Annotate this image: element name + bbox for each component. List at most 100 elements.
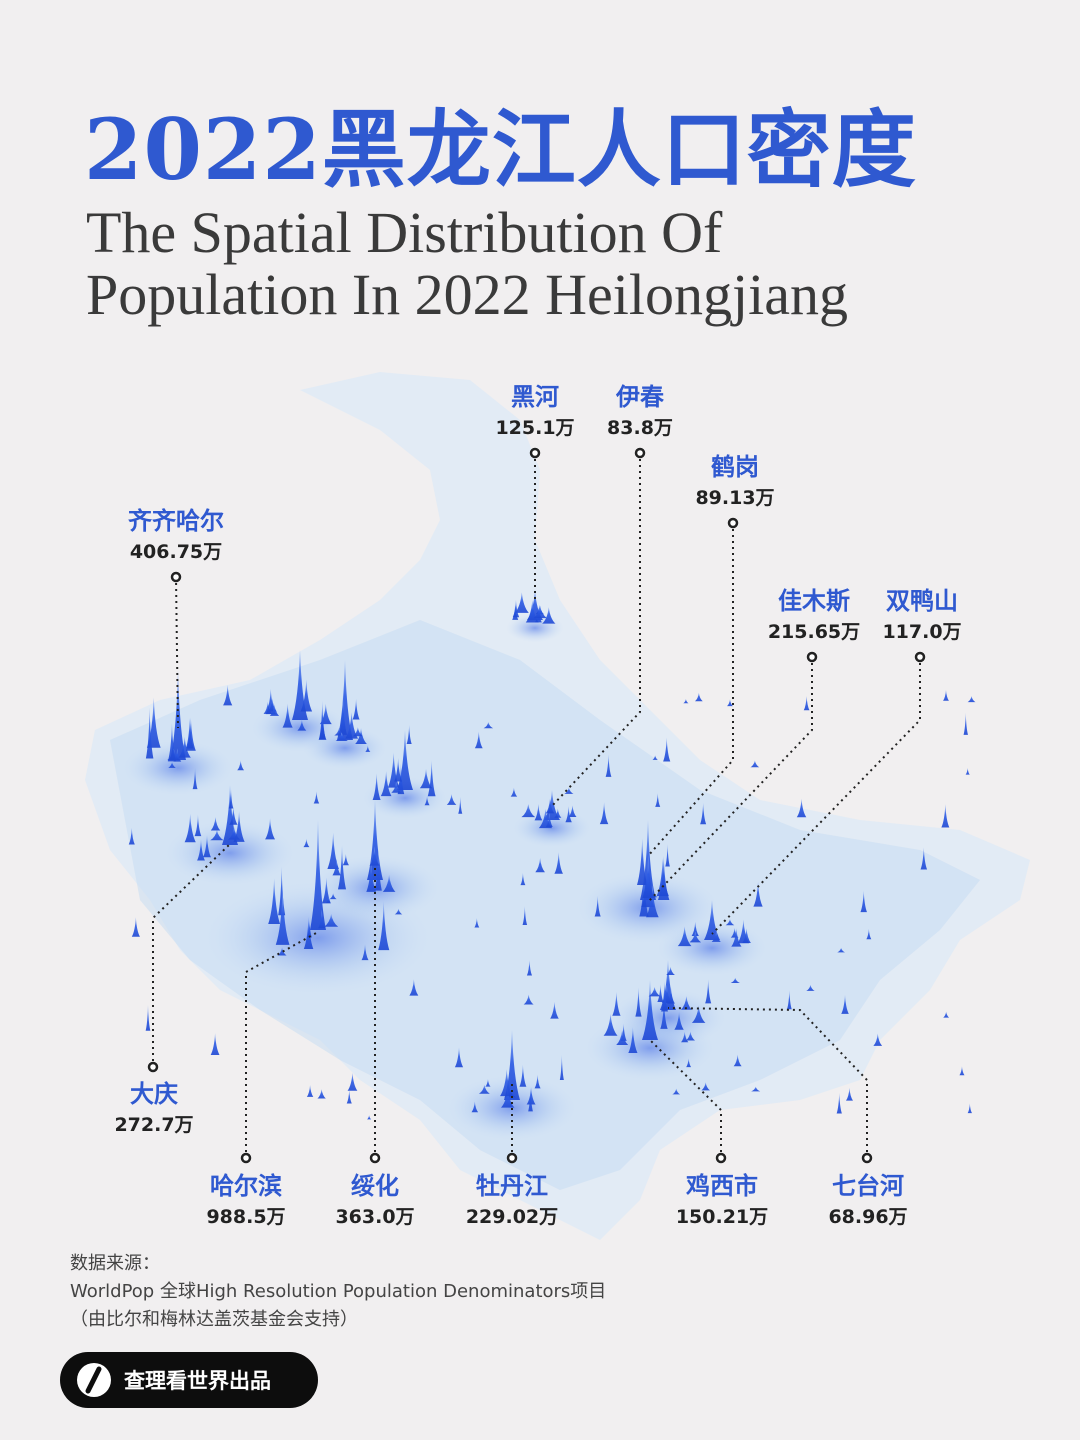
- density-spike: [836, 1092, 842, 1114]
- density-spike: [565, 806, 572, 823]
- city-label-qitaihe: 七台河 68.96万: [828, 1170, 907, 1232]
- density-spike: [275, 889, 290, 945]
- density-spike: [342, 853, 349, 866]
- city-population: 89.13万: [695, 487, 775, 509]
- density-spike: [521, 803, 536, 818]
- density-spike: [635, 987, 642, 1017]
- density-spike: [268, 878, 281, 925]
- density-spike: [681, 1031, 689, 1043]
- density-spike: [327, 832, 339, 869]
- subtitle-line-2: Population In 2022 Heilongjiang: [86, 262, 848, 327]
- city-label-qiqihar: 齐齐哈尔 406.75万: [128, 505, 224, 567]
- density-spike: [535, 857, 545, 873]
- city-population: 68.96万: [828, 1206, 908, 1228]
- density-spike: [128, 827, 135, 845]
- city-label-hegang: 鹤岗 89.13万: [695, 451, 774, 513]
- density-spike: [352, 698, 360, 720]
- density-spike: [568, 805, 577, 818]
- page-subtitle: The Spatial Distribution Of Population I…: [86, 202, 848, 326]
- marker-suihua: [369, 1152, 381, 1164]
- city-name: 鸡西市: [685, 1172, 758, 1200]
- density-spike: [378, 901, 390, 951]
- density-glow: [166, 821, 294, 885]
- density-spike: [941, 804, 950, 828]
- density-spike: [374, 848, 382, 891]
- density-spike: [297, 719, 307, 731]
- density-spike: [666, 987, 675, 1004]
- density-spike: [324, 913, 339, 927]
- density-spike: [306, 1084, 314, 1097]
- density-spike: [605, 754, 612, 777]
- city-population: 83.8万: [607, 417, 673, 439]
- density-spike: [347, 1072, 358, 1091]
- density-spike: [523, 994, 534, 1005]
- subtitle-line-1: The Spatial Distribution Of: [86, 200, 723, 265]
- density-spike: [514, 592, 529, 613]
- density-spike: [203, 835, 211, 858]
- density-spike: [545, 798, 555, 814]
- density-spike: [661, 981, 668, 1012]
- density-spike: [282, 703, 293, 728]
- density-spike: [655, 793, 661, 807]
- marker-mudanjiang: [506, 1152, 518, 1164]
- density-spike: [599, 802, 609, 825]
- source-line-2: （由比尔和梅林达盖茨基金会支持）: [70, 1309, 358, 1330]
- density-spike-layer: [128, 590, 976, 1120]
- density-spike: [559, 1054, 564, 1081]
- density-spike: [733, 1054, 742, 1067]
- marker-jixi: [715, 1152, 727, 1164]
- density-spike: [317, 1089, 326, 1099]
- density-spike: [197, 839, 205, 861]
- density-spike: [366, 860, 377, 892]
- density-spike: [313, 791, 320, 804]
- density-spike: [725, 919, 735, 926]
- density-spike: [131, 917, 140, 937]
- city-population: 272.7万: [114, 1114, 194, 1136]
- city-name: 黑河: [510, 383, 559, 411]
- density-spike: [920, 847, 928, 870]
- data-source-note: 数据来源： WorldPop 全球High Resolution Populat…: [70, 1250, 606, 1334]
- city-name: 七台河: [831, 1172, 904, 1200]
- city-population: 406.75万: [129, 541, 223, 563]
- density-spike: [612, 991, 621, 1016]
- density-spike: [963, 712, 968, 735]
- page-title: 2022黑龙江人口密度: [84, 100, 917, 199]
- density-spike: [194, 814, 202, 837]
- density-spike: [731, 928, 742, 947]
- density-spike: [223, 684, 233, 706]
- density-spike: [319, 700, 326, 740]
- leader-lines: [152, 453, 921, 1158]
- city-label-yichun: 伊春 83.8万: [607, 381, 673, 443]
- density-spike: [837, 947, 845, 953]
- density-spike: [554, 808, 562, 818]
- density-spike: [657, 984, 664, 1003]
- density-spike: [510, 787, 518, 797]
- density-spike: [674, 1011, 684, 1030]
- density-spike: [803, 695, 810, 711]
- density-spike: [269, 704, 280, 716]
- brand-logo-icon: [77, 1363, 111, 1397]
- city-label-harbin: 哈尔滨 988.5万: [206, 1170, 285, 1232]
- density-spike: [485, 1078, 491, 1087]
- density-spike: [419, 768, 433, 789]
- density-spike: [228, 789, 234, 809]
- marker-hegang: [727, 517, 739, 529]
- city-name: 双鸭山: [885, 587, 958, 615]
- density-spike: [665, 843, 670, 867]
- density-spike: [533, 605, 547, 619]
- density-spike: [642, 854, 655, 899]
- density-spike: [265, 818, 276, 840]
- density-spike: [700, 802, 707, 825]
- density-spike: [786, 990, 792, 1010]
- brand-badge: 查理看世界出品: [60, 1352, 318, 1408]
- city-name: 大庆: [129, 1080, 178, 1108]
- density-spike: [310, 820, 326, 930]
- leader-line-daqing: [152, 843, 231, 1067]
- city-label-suihua: 绥化 363.0万: [335, 1170, 414, 1232]
- density-spike: [943, 1011, 950, 1018]
- city-population: 117.0万: [882, 621, 962, 643]
- brand-label: 查理看世界出品: [124, 1369, 271, 1393]
- density-spike: [372, 773, 381, 800]
- leader-line-yichun: [551, 453, 641, 807]
- density-spike: [474, 918, 480, 928]
